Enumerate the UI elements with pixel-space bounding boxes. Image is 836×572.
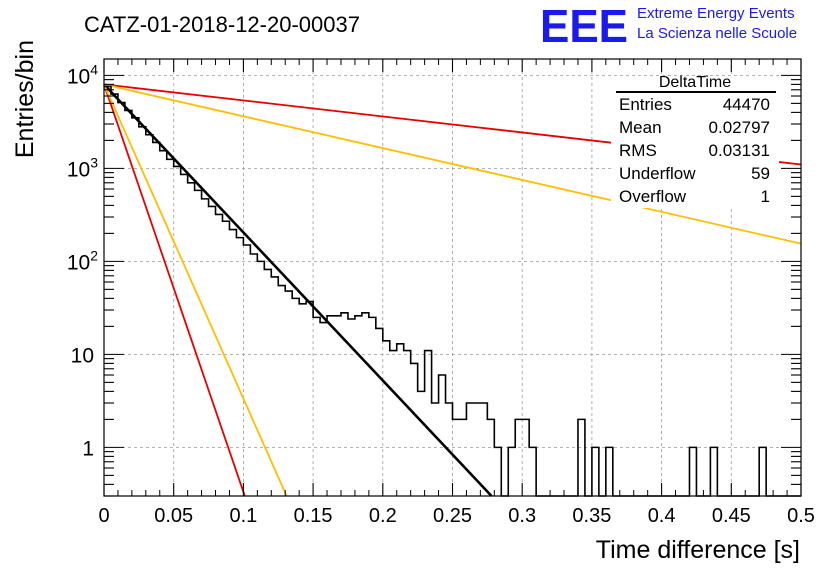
stats-rms-label: RMS bbox=[619, 141, 657, 160]
y-tick-label: 104 bbox=[67, 61, 98, 88]
fit-line-0 bbox=[103, 83, 493, 497]
eee-logo-mark: EEE bbox=[540, 0, 628, 52]
logo-line-1: Extreme Energy Events bbox=[637, 5, 795, 22]
fit-line-2 bbox=[103, 83, 802, 245]
stats-overflow-label: Overflow bbox=[619, 187, 687, 206]
x-tick-label: 0.15 bbox=[294, 505, 333, 527]
stats-entries-value: 44470 bbox=[723, 95, 770, 114]
y-tick-label: 10 bbox=[71, 344, 94, 367]
x-tick-label: 0.05 bbox=[154, 505, 193, 527]
y-tick-label: 103 bbox=[67, 154, 98, 181]
logo-line-2: La Scienza nelle Scuole bbox=[637, 25, 797, 42]
x-tick-label: 0.3 bbox=[508, 505, 536, 527]
x-tick-label: 0.4 bbox=[648, 505, 676, 527]
x-tick-label: 0 bbox=[98, 505, 109, 527]
x-tick-label: 0.25 bbox=[433, 505, 472, 527]
y-tick-label: 102 bbox=[67, 247, 98, 274]
fit-line-3 bbox=[103, 84, 246, 497]
x-axis-label: Time difference [s] bbox=[596, 536, 800, 564]
stats-underflow-value: 59 bbox=[751, 164, 770, 183]
fit-line-4 bbox=[103, 84, 288, 497]
y-axis-label: Entries/bin bbox=[11, 40, 39, 158]
stats-box: DeltaTime Entries 44470 Mean 0.02797 RMS… bbox=[611, 74, 779, 208]
stats-overflow-value: 1 bbox=[761, 187, 770, 206]
stats-underflow-label: Underflow bbox=[619, 164, 696, 183]
stats-mean-label: Mean bbox=[619, 118, 662, 137]
x-tick-label: 0.1 bbox=[229, 505, 257, 527]
x-tick-label: 0.2 bbox=[369, 505, 397, 527]
stats-box-background bbox=[611, 76, 779, 208]
x-tick-label: 0.35 bbox=[572, 505, 611, 527]
stats-title: DeltaTime bbox=[659, 74, 731, 91]
stats-rms-value: 0.03131 bbox=[709, 141, 770, 160]
y-tick-label: 1 bbox=[82, 437, 94, 460]
stats-mean-value: 0.02797 bbox=[709, 118, 770, 137]
x-tick-label: 0.45 bbox=[712, 505, 751, 527]
x-tick-label: 0.5 bbox=[787, 505, 815, 527]
axis-ticks: 0 0.05 0.1 0.15 0.2 0.25 0.3 0.35 0.4 0.45 0.5 104 1… bbox=[67, 59, 815, 527]
chart-title: CATZ-01-2018-12-20-00037 bbox=[84, 12, 360, 37]
stats-entries-label: Entries bbox=[619, 95, 672, 114]
